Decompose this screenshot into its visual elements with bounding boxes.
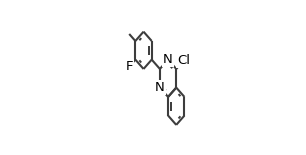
Text: N: N — [155, 81, 165, 94]
Text: Cl: Cl — [177, 54, 190, 67]
Text: N: N — [163, 53, 173, 66]
Text: F: F — [125, 60, 133, 73]
